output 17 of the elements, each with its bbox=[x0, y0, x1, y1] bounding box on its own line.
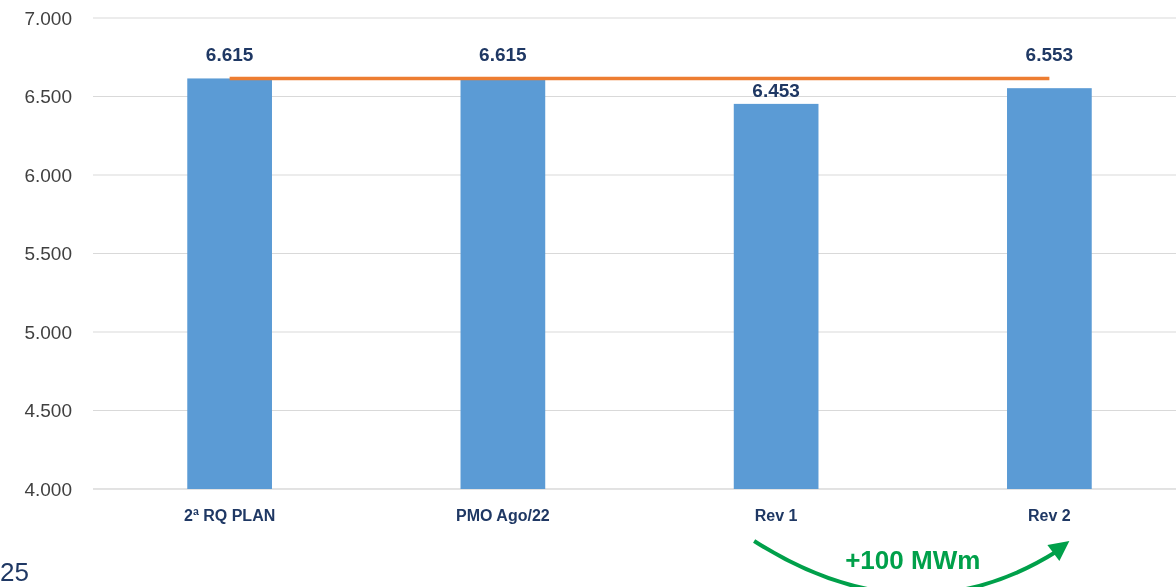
x-tick-label: PMO Ago/22 bbox=[456, 507, 550, 524]
x-tick-label: Rev 1 bbox=[754, 507, 798, 524]
text: 25 bbox=[0, 557, 29, 587]
y-tick-label: 7.000 bbox=[24, 7, 72, 29]
y-tick-label: 6.000 bbox=[24, 164, 72, 186]
data-label: 6.553 bbox=[1025, 44, 1074, 66]
data-label: 6.615 bbox=[205, 44, 254, 66]
y-tick-label: 4.500 bbox=[24, 400, 72, 422]
x-tick-label: Rev 2 bbox=[1028, 507, 1071, 524]
y-tick-label: 4.000 bbox=[24, 478, 72, 500]
data-label: 6.615 bbox=[479, 44, 528, 66]
text: +100 MWm bbox=[845, 545, 981, 575]
y-tick-label: 5.500 bbox=[24, 243, 72, 265]
y-tick-label: 5.000 bbox=[24, 321, 72, 343]
x-tick-label: 2ª RQ PLAN bbox=[183, 507, 276, 524]
data-label: 6.453 bbox=[752, 79, 800, 101]
y-tick-label: 6.500 bbox=[24, 86, 72, 108]
